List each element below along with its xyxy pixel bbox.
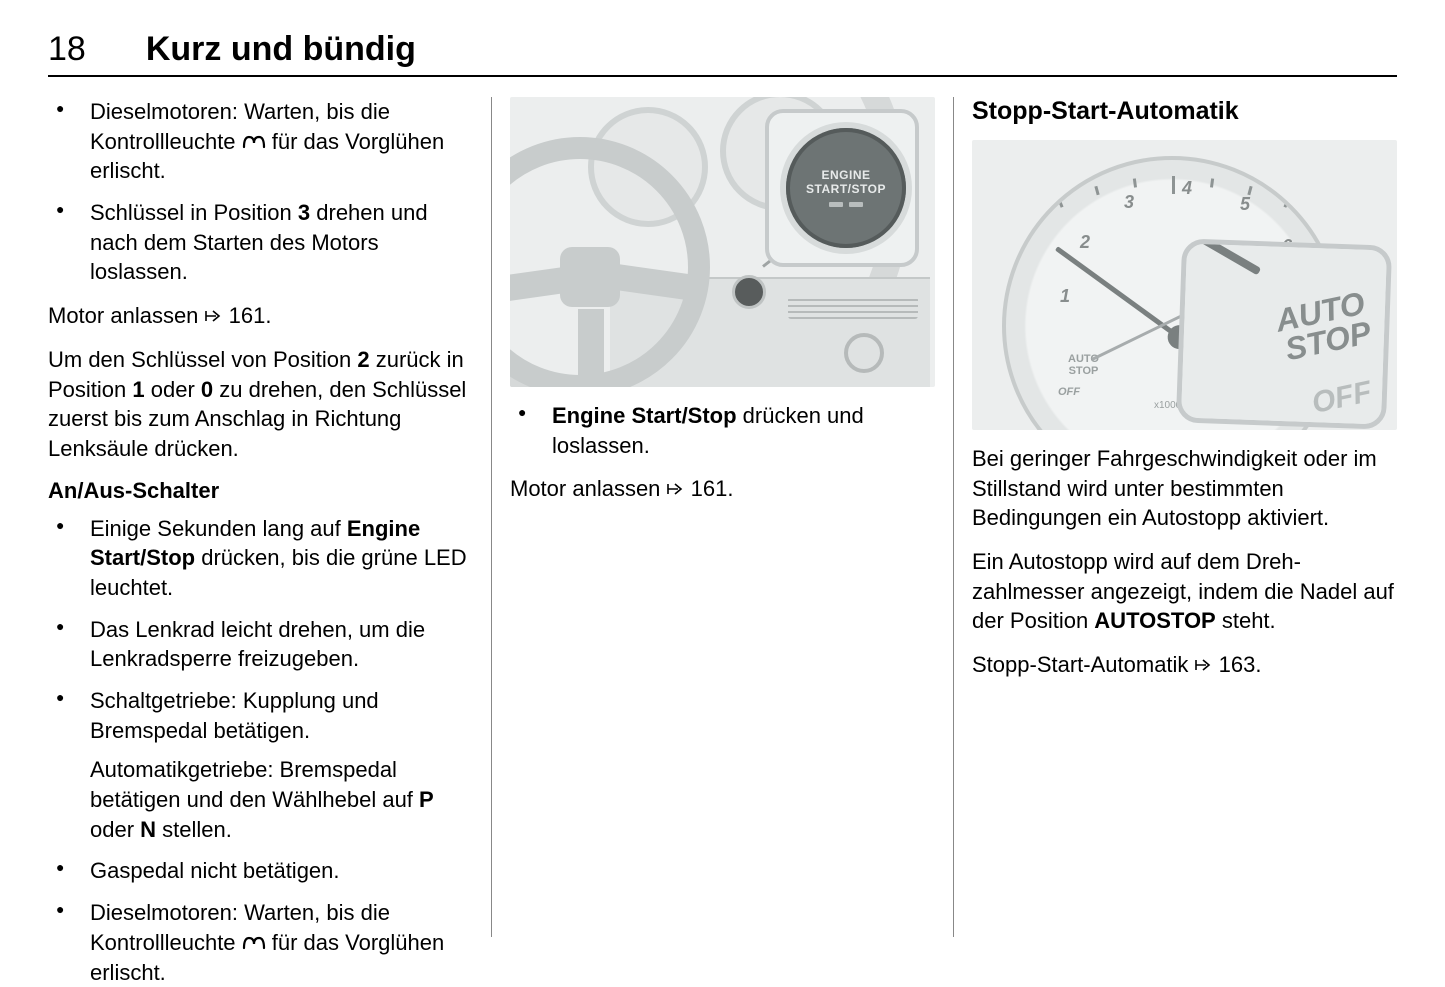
gauge-number: 2 (1080, 232, 1090, 253)
list-item: Gaspedal nicht betätigen. (48, 856, 473, 886)
autostop-ref: Stopp-Start-Automatik 163. (972, 650, 1397, 680)
preheat-coil-icon (242, 930, 266, 948)
autostop-callout: AUTO STOP OFF (1176, 238, 1392, 429)
autostop-para-1: Bei geringer Fahrgeschwindigkeit oder im… (972, 444, 1397, 533)
bullet-list-col2: Engine Start/Stop drücken und loslassen. (510, 401, 935, 460)
gauge-minor-tick (1094, 186, 1099, 195)
list-item: Einige Sekunden lang auf Engine Start/St… (48, 514, 473, 603)
list-item: Schlüssel in Position 3 drehen und nach … (48, 198, 473, 287)
gauge-minor-tick (1133, 178, 1137, 187)
column-2: ENGINE START/STOP Engine Start/Stop drüc… (491, 97, 953, 937)
gauge-number: 1 (1060, 286, 1070, 307)
off-scale-label: OFF (1058, 386, 1080, 398)
page-number: 18 (48, 30, 86, 69)
page-header: 18 Kurz und bündig (48, 30, 1397, 77)
gauge-number: 3 (1124, 192, 1134, 213)
list-item: Engine Start/Stop drücken und loslassen. (510, 401, 935, 460)
subheading-an-aus: An/Aus-Schalter (48, 478, 473, 504)
list-item: Schaltgetriebe: Kupplung und Bremspedal … (48, 686, 473, 844)
manual-page: 18 Kurz und bündig Dieselmotoren: Warten… (0, 0, 1445, 965)
list-item: Das Lenkrad leicht drehen, um die Lenkra… (48, 615, 473, 674)
button-label-line1: ENGINE (821, 168, 870, 182)
button-leds (829, 202, 863, 208)
page-reference-icon (667, 475, 685, 491)
bullet-list-bottom: Einige Sekunden lang auf Engine Start/St… (48, 514, 473, 987)
list-item: Dieselmotoren: Warten, bis die Kontrolll… (48, 898, 473, 987)
figure-autostop-gauge: AUTO STOP OFF x1000/min 1234567 AUTO STO… (972, 140, 1397, 430)
start-button-callout: ENGINE START/STOP (765, 109, 919, 267)
chapter-title: Kurz und bündig (146, 30, 416, 69)
gauge-number: 5 (1240, 194, 1250, 215)
gauge-tick (1022, 215, 1034, 232)
start-button-in-situ (732, 275, 766, 309)
column-1: Dieselmotoren: Warten, bis die Kontrolll… (48, 97, 491, 937)
column-3: Stopp-Start-Automatik AUTO STOP OFF x100… (953, 97, 1397, 937)
button-label-line2: START/STOP (806, 182, 886, 196)
gauge-tick (1172, 176, 1175, 194)
autostop-para-2: Ein Autostopp wird auf dem Dreh­zahlmess… (972, 547, 1397, 636)
engine-start-stop-button: ENGINE START/STOP (786, 128, 906, 248)
list-item-subtext: Automatikgetriebe: Bremspedal betätigen … (90, 755, 473, 844)
figure-engine-start-stop: ENGINE START/STOP (510, 97, 935, 387)
section-title-autostop: Stopp-Start-Automatik (972, 97, 1397, 126)
tachometer-needle (1055, 246, 1183, 341)
rotary-knob (844, 333, 884, 373)
gauge-tick (1313, 215, 1325, 232)
list-item: Dieselmotoren: Warten, bis die Kontrolll… (48, 97, 473, 186)
page-reference-icon (205, 302, 223, 318)
gauge-minor-tick (1057, 198, 1063, 207)
air-vents (788, 297, 918, 319)
page-reference-icon (1195, 651, 1213, 667)
bullet-list-top: Dieselmotoren: Warten, bis die Kontrolll… (48, 97, 473, 287)
wheel-hub (560, 247, 620, 307)
key-instruction: Um den Schlüssel von Position 2 zurück i… (48, 345, 473, 464)
gauge-minor-tick (1210, 178, 1214, 187)
preheat-coil-icon (242, 129, 266, 147)
gauge-number: 4 (1182, 178, 1192, 199)
gauge-minor-tick (1283, 198, 1289, 207)
motor-anlassen-ref-2: Motor anlassen 161. (510, 474, 935, 504)
wheel-spoke (578, 309, 604, 387)
motor-anlassen-ref: Motor anlassen 161. (48, 301, 473, 331)
columns: Dieselmotoren: Warten, bis die Kontrolll… (48, 97, 1397, 937)
